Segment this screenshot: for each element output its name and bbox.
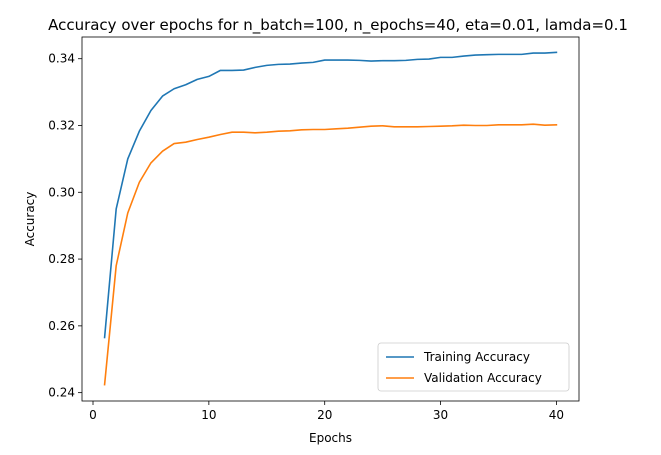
y-axis-ticks: 0.24 0.26 0.28 0.30 0.32 0.34 [48,52,82,400]
legend: Training Accuracy Validation Accuracy [377,342,570,392]
x-tick-label: 10 [201,408,216,422]
plot-area [82,37,579,401]
y-tick-label: 0.28 [48,252,75,266]
y-tick-label: 0.30 [48,185,75,199]
y-tick-label: 0.26 [48,319,75,333]
x-tick-label: 40 [549,408,564,422]
legend-box [377,342,570,392]
y-tick-label: 0.24 [48,386,75,400]
series-line-1 [103,123,558,386]
legend-label-0: Training Accuracy [423,350,530,364]
x-tick-label: 0 [89,408,97,422]
x-axis-ticks: 0 10 20 30 40 [89,401,564,422]
legend-label-1: Validation Accuracy [424,371,542,385]
x-axis-label: Epochs [309,431,352,445]
chart-title: Accuracy over epochs for n_batch=100, n_… [48,16,628,35]
y-tick-label: 0.34 [48,52,75,66]
series-line-0 [103,51,558,339]
x-tick-label: 20 [317,408,332,422]
plot-border [81,36,580,402]
series-layer [103,51,558,386]
y-tick-label: 0.32 [48,118,75,132]
x-tick-label: 30 [433,408,448,422]
y-axis-label: Accuracy [23,192,37,247]
